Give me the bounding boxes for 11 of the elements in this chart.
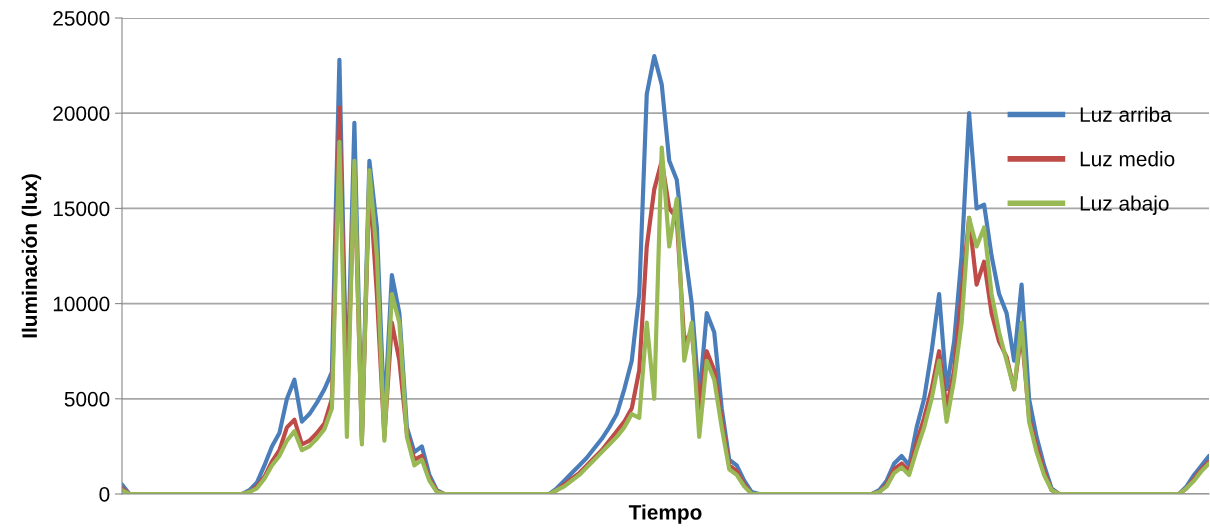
- y-tick-label: 15000: [53, 201, 110, 217]
- y-tick-label: 25000: [53, 11, 110, 26]
- legend-label: Luz abajo: [1080, 195, 1169, 215]
- x-axis-title: Tiempo: [628, 504, 702, 524]
- y-tick-label: 10000: [53, 296, 110, 312]
- y-tick-label: 0: [99, 487, 110, 502]
- legend-label: Luz medio: [1080, 151, 1175, 167]
- y-tick-label: 20000: [53, 106, 110, 121]
- y-axis-title: Iluminación (lux): [21, 174, 42, 338]
- y-tick-label: 5000: [64, 391, 110, 407]
- legend-label: Luz arriba: [1080, 106, 1172, 122]
